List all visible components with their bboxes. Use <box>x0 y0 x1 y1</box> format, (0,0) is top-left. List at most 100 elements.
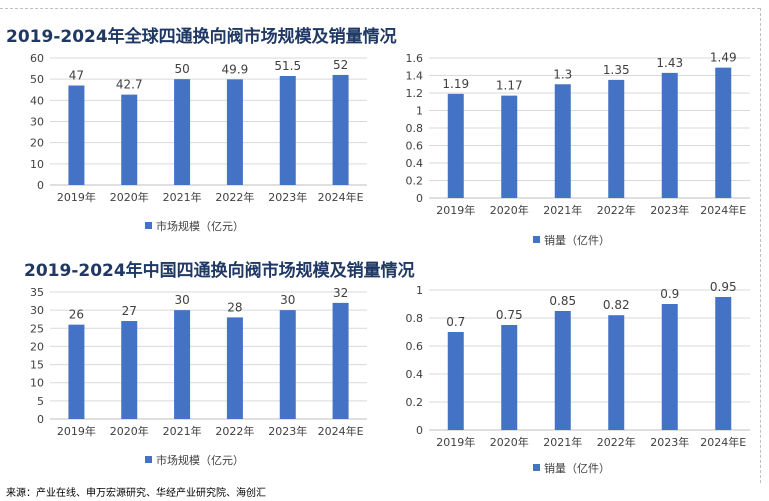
x-tick-label: 2022年 <box>597 203 636 217</box>
y-tick-label: 1.6 <box>406 52 424 65</box>
x-tick-label: 2021年 <box>163 424 202 438</box>
bar-5 <box>715 67 732 198</box>
bar-1 <box>501 325 518 430</box>
y-tick-label: 50 <box>30 73 44 86</box>
x-tick-label: 2023年 <box>650 435 689 449</box>
global-sales-volume-chart-svg: 0 0.2 0.4 0.6 0.8 1 1.2 1.4 1.6 1.19 2019年 1.17 2020… <box>406 51 750 247</box>
global-section-title: 2019-2024年全球四通换向阀市场规模及销量情况 <box>6 27 397 47</box>
y-tick-label: 0.2 <box>406 396 424 409</box>
y-tick-label: 35 <box>30 286 44 299</box>
x-tick-label: 2022年 <box>597 435 636 449</box>
y-tick-label: 25 <box>30 322 44 335</box>
x-tick-label: 2024年E <box>700 203 746 217</box>
legend-swatch <box>145 456 152 463</box>
legend-swatch <box>533 236 540 243</box>
y-tick-label: 20 <box>30 137 44 150</box>
y-tick-label: 40 <box>30 94 44 107</box>
x-tick-label: 2022年 <box>215 190 254 204</box>
x-tick-label: 2023年 <box>268 424 307 438</box>
bar-3 <box>608 79 625 198</box>
x-tick-label: 2021年 <box>543 203 582 217</box>
y-tick-label: 0 <box>416 424 423 437</box>
bar-0 <box>447 332 464 430</box>
bar-4 <box>661 304 678 430</box>
bar-2 <box>174 310 191 419</box>
dashed-border-top <box>0 8 760 9</box>
source-note: 来源：产业在线、申万宏源研究、华经产业研究院、海创汇 <box>6 488 266 499</box>
bar-1 <box>501 95 518 198</box>
legend-label: 市场规模（亿元） <box>156 453 244 467</box>
y-tick-label: 1 <box>416 105 423 118</box>
x-tick-label: 2020年 <box>490 203 529 217</box>
dashed-border-right <box>760 8 761 483</box>
bar-0 <box>447 93 464 198</box>
y-tick-label: 0 <box>416 192 423 205</box>
y-tick-label: 20 <box>30 340 44 353</box>
x-tick-label: 2020年 <box>110 190 149 204</box>
global-market-size-chart: 0 10 20 30 40 50 60 47 2019年 42.7 2020年 50 2021年 49.9… <box>0 48 375 248</box>
legend-label: 销量（亿件） <box>544 461 610 475</box>
bar-3 <box>226 79 243 185</box>
china-sales-volume-chart: 0 0.2 0.4 0.6 0.8 1 0.7 2019年 0.75 2020年 0.85 2021年… <box>393 280 755 484</box>
global-market-size-chart-svg: 0 10 20 30 40 50 60 47 2019年 42.7 2020年 50 2021年 49.9… <box>30 52 367 233</box>
china-market-size-chart-svg: 0 5 10 15 20 25 30 35 26 2019年 27 2020年 30 2021年 28 202… <box>30 286 367 467</box>
bar-2 <box>174 79 191 185</box>
data-label: 30 <box>174 293 189 307</box>
data-label: 28 <box>227 300 242 314</box>
y-tick-label: 1.4 <box>406 70 424 83</box>
data-label: 0.7 <box>446 315 465 329</box>
y-tick-label: 0.6 <box>406 340 424 353</box>
bar-0 <box>68 324 85 419</box>
y-tick-label: 30 <box>30 116 44 129</box>
x-tick-label: 2020年 <box>110 424 149 438</box>
bar-5 <box>332 74 349 185</box>
y-tick-label: 0 <box>37 179 44 192</box>
bar-1 <box>121 321 138 419</box>
bar-2 <box>554 84 571 198</box>
x-tick-label: 2024年E <box>318 190 364 204</box>
x-tick-label: 2019年 <box>436 203 475 217</box>
data-label: 0.95 <box>710 280 737 294</box>
data-label: 0.85 <box>549 294 576 308</box>
bar-4 <box>661 72 678 198</box>
china-market-size-chart: 0 5 10 15 20 25 30 35 26 2019年 27 2020年 30 2021年 28 202… <box>0 282 375 478</box>
china-section-title: 2019-2024年中国四通换向阀市场规模及销量情况 <box>24 261 415 281</box>
bar-3 <box>226 317 243 419</box>
data-label: 1.35 <box>603 63 630 77</box>
data-label: 1.19 <box>442 77 469 91</box>
data-label: 1.43 <box>656 56 683 70</box>
data-label: 30 <box>280 293 295 307</box>
x-tick-label: 2021年 <box>543 435 582 449</box>
legend-label: 销量（亿件） <box>544 233 610 247</box>
y-tick-label: 0.2 <box>406 175 424 188</box>
bar-1 <box>121 94 138 185</box>
data-label: 27 <box>122 304 137 318</box>
y-tick-label: 0.6 <box>406 140 424 153</box>
x-tick-label: 2023年 <box>268 190 307 204</box>
bar-5 <box>332 302 349 419</box>
x-tick-label: 2019年 <box>436 435 475 449</box>
legend-swatch <box>533 464 540 471</box>
data-label: 32 <box>333 286 348 300</box>
y-tick-label: 1 <box>416 284 423 297</box>
x-tick-label: 2020年 <box>490 435 529 449</box>
data-label: 0.82 <box>603 298 630 312</box>
data-label: 1.17 <box>496 79 523 93</box>
x-tick-label: 2023年 <box>650 203 689 217</box>
bar-0 <box>68 85 85 185</box>
y-tick-label: 1.2 <box>406 87 424 100</box>
y-tick-label: 15 <box>30 359 44 372</box>
x-tick-label: 2022年 <box>215 424 254 438</box>
data-label: 49.9 <box>222 62 249 76</box>
bar-5 <box>715 297 732 430</box>
bar-3 <box>608 315 625 430</box>
legend-swatch <box>145 222 152 229</box>
data-label: 26 <box>69 308 84 322</box>
y-tick-label: 0.4 <box>406 157 424 170</box>
bar-4 <box>279 75 296 185</box>
y-tick-label: 0.8 <box>406 122 424 135</box>
y-tick-label: 30 <box>30 304 44 317</box>
data-label: 51.5 <box>274 59 301 73</box>
y-tick-label: 60 <box>30 52 44 65</box>
